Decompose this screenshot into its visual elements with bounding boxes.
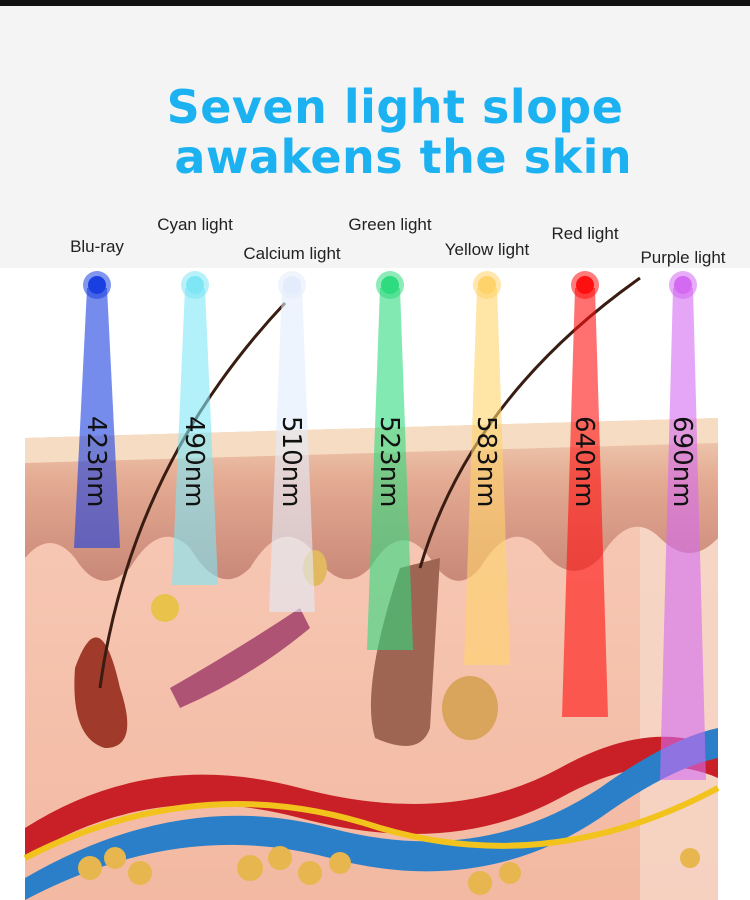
wavelength-label: 690nm bbox=[667, 416, 697, 508]
light-beam-1 bbox=[172, 288, 218, 585]
light-beam-6 bbox=[660, 288, 706, 780]
light-beam-0 bbox=[74, 288, 120, 548]
light-name-label: Green light bbox=[348, 215, 432, 234]
skin-cross-section bbox=[23, 271, 720, 900]
light-dot-4 bbox=[478, 276, 496, 294]
light-name-label: Red light bbox=[551, 224, 619, 243]
fat-cells bbox=[78, 846, 700, 895]
light-name-label: Cyan light bbox=[157, 215, 233, 234]
light-beam-2 bbox=[269, 288, 315, 612]
wavelength-label: 490nm bbox=[179, 416, 209, 508]
light-dot-5 bbox=[576, 276, 594, 294]
headline-line-2: awakens the skin bbox=[157, 130, 633, 184]
light-dot-6 bbox=[674, 276, 692, 294]
light-beam-5 bbox=[562, 288, 608, 717]
wavelength-label: 640nm bbox=[569, 416, 599, 508]
light-beam-3 bbox=[367, 288, 413, 650]
light-name-label: Purple light bbox=[640, 248, 726, 267]
wavelength-label: 583nm bbox=[471, 416, 501, 508]
wavelength-label: 510nm bbox=[276, 416, 306, 508]
light-beams bbox=[74, 271, 706, 780]
wavelength-label: 423nm bbox=[81, 416, 111, 508]
artery bbox=[25, 736, 718, 858]
gland bbox=[442, 676, 498, 740]
light-dot-2 bbox=[283, 276, 301, 294]
light-name-label: Blu-ray bbox=[70, 237, 124, 256]
headline: Seven light slope awakens the skin bbox=[0, 82, 750, 182]
top-bar bbox=[0, 0, 750, 6]
light-name-label: Calcium light bbox=[243, 244, 341, 263]
skin-illustration: 423nm 490nm 510nm 523nm 583nm 640nm 690nm bbox=[0, 268, 750, 900]
light-beam-4 bbox=[464, 288, 510, 665]
headline-line-1: Seven light slope bbox=[166, 80, 624, 134]
hair-bulb bbox=[74, 637, 128, 748]
wavelength-label: 523nm bbox=[374, 416, 404, 508]
light-dot-0 bbox=[88, 276, 106, 294]
vein bbox=[25, 728, 718, 900]
light-dot-3 bbox=[381, 276, 399, 294]
light-dot-1 bbox=[186, 276, 204, 294]
nerve bbox=[23, 785, 720, 861]
hair-follicle bbox=[370, 558, 440, 746]
hair-strand bbox=[98, 301, 287, 689]
light-name-label: Yellow light bbox=[444, 240, 530, 259]
